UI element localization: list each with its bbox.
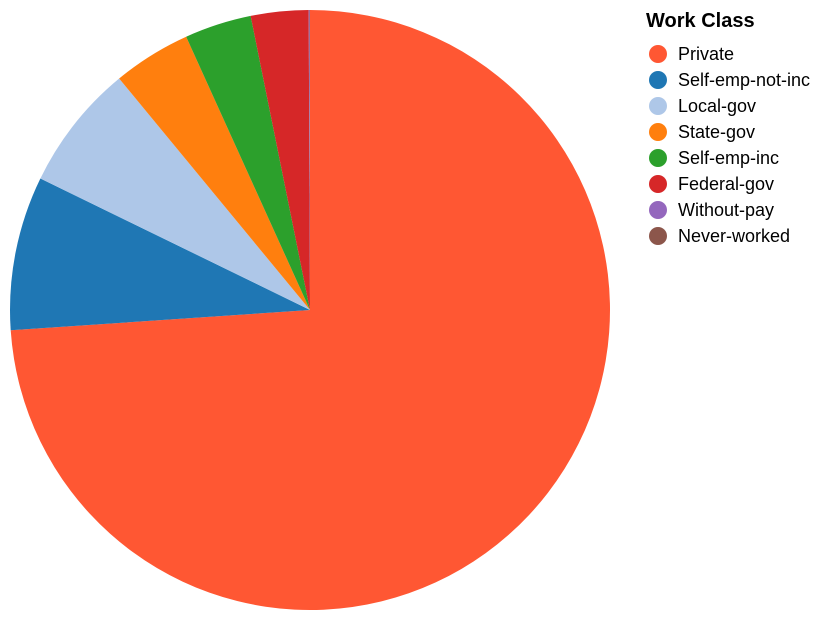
pie-slice-self-emp-inc <box>186 15 310 311</box>
legend-item: State-gov <box>649 122 755 142</box>
legend-label: Self-emp-inc <box>678 148 779 168</box>
pie-slice-self-emp-not-inc <box>10 178 311 331</box>
legend-label: Federal-gov <box>678 174 774 194</box>
pie-slices <box>10 9 611 610</box>
legend-item: Private <box>649 44 734 64</box>
legend-swatch <box>649 97 667 115</box>
legend-swatch <box>649 149 667 167</box>
legend-item: Without-pay <box>649 200 774 220</box>
legend-item: Self-emp-inc <box>649 148 779 168</box>
legend-label: Local-gov <box>678 96 756 116</box>
legend-label: Private <box>678 44 734 64</box>
pie-slice-without-pay <box>308 9 310 311</box>
legend-item: Federal-gov <box>649 174 774 194</box>
legend-item: Local-gov <box>649 96 756 116</box>
pie-slice-private <box>10 10 611 610</box>
legend-swatch <box>649 45 667 63</box>
pie-slice-federal-gov <box>250 10 310 310</box>
pie-slice-local-gov <box>40 78 310 310</box>
legend-items: Private Self-emp-not-inc Local-gov State-go… <box>649 44 810 246</box>
legend-label: State-gov <box>678 122 755 142</box>
legend-swatch <box>649 227 667 245</box>
legend-label: Self-emp-not-inc <box>678 70 810 90</box>
legend-label: Never-worked <box>678 226 790 246</box>
legend-title: Work Class <box>646 10 755 32</box>
legend-swatch <box>649 201 667 219</box>
legend-swatch <box>649 71 667 89</box>
legend-swatch <box>649 123 667 141</box>
legend-item: Self-emp-not-inc <box>649 70 810 90</box>
legend-swatch <box>649 175 667 193</box>
legend-item: Never-worked <box>649 226 790 246</box>
pie-slice-state-gov <box>119 36 310 310</box>
legend: Work Class Private Self-emp-not-inc Local-… <box>646 10 810 246</box>
legend-label: Without-pay <box>678 200 774 220</box>
